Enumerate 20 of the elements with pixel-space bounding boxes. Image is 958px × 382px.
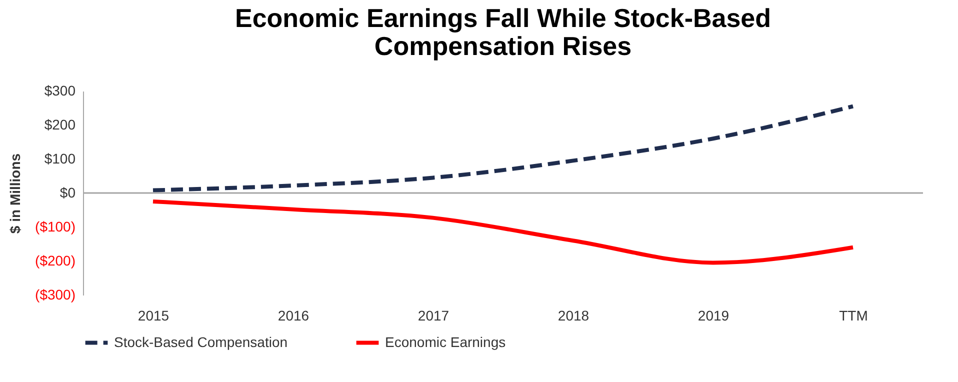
text: Economic Earnings Fall While Stock-Based [234, 3, 772, 33]
x-tick-label: 2017 [418, 308, 450, 324]
legend-label: Economic Earnings [385, 334, 506, 350]
y-tick-label: $0 [60, 184, 76, 200]
y-tick-label: ($100) [35, 218, 76, 234]
y-tick-label: $100 [44, 150, 76, 166]
y-tick-label: ($300) [35, 286, 76, 302]
x-tick-label: TTM [839, 308, 868, 324]
legend-label: Stock-Based Compensation [114, 334, 288, 350]
x-tick-label: 2018 [558, 308, 590, 324]
y-axis-title: $ in Millions [7, 153, 24, 234]
x-tick-label: 2016 [278, 308, 310, 324]
x-tick-label: 2015 [138, 308, 170, 324]
y-tick-label: $200 [44, 116, 76, 132]
text: Compensation Rises [374, 31, 632, 61]
y-tick-label: $300 [44, 82, 76, 98]
line-series [151, 104, 855, 192]
y-tick-label: ($200) [35, 252, 76, 268]
line-series [151, 200, 855, 265]
x-tick-label: 2019 [698, 308, 730, 324]
